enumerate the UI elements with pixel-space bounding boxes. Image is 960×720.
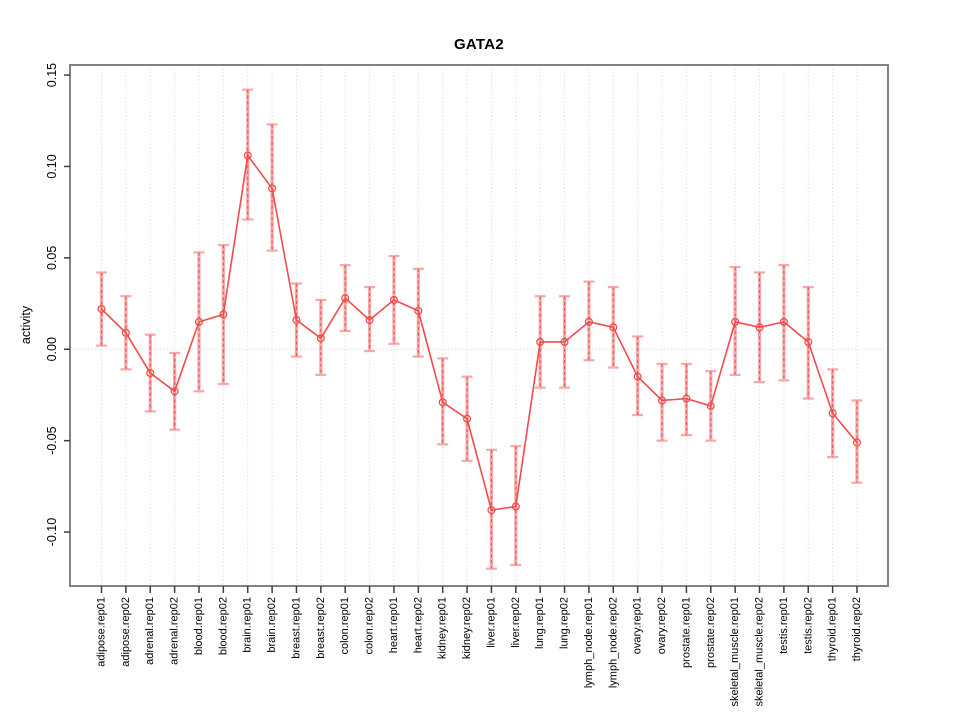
data-point: [633, 372, 642, 381]
x-tick-label: adipose.rep01: [96, 597, 108, 667]
data-point: [852, 438, 862, 447]
data-point: [511, 502, 520, 511]
data-point: [243, 151, 252, 160]
data-point: [682, 394, 691, 403]
plot-box: [69, 64, 889, 587]
x-tick-label: prostate.rep01: [680, 597, 692, 668]
data-point: [779, 317, 788, 326]
x-tick-label: liver.rep02: [510, 597, 522, 648]
data-point: [755, 323, 764, 332]
chart-title: GATA2: [453, 36, 505, 53]
x-tick-label: lung.rep01: [534, 597, 546, 649]
x-tick-label: testis.rep01: [778, 597, 790, 654]
data-point: [121, 328, 130, 337]
data-point: [584, 317, 593, 326]
x-tick-label: blood.rep02: [217, 597, 229, 655]
x-tick-label: adrenal.rep02: [169, 597, 181, 665]
x-tick-label: ovary.rep01: [632, 597, 644, 654]
data-point: [194, 317, 204, 326]
data-point: [706, 401, 715, 410]
data-point: [609, 323, 618, 332]
x-tick-label: colon.rep02: [364, 597, 376, 655]
x-tick-label: skeletal_muscle.rep02: [754, 597, 766, 706]
data-point: [804, 337, 813, 347]
x-tick-label: testis.rep02: [802, 597, 814, 654]
y-axis: 0.15 0.10 0.05 0.00 -0.05 -0.10: [45, 63, 70, 546]
data-point: [438, 398, 447, 407]
x-tick-label: adipose.rep02: [120, 597, 132, 667]
x-tick-label: blood.rep01: [193, 597, 205, 655]
y-tick-label: -0.05: [45, 426, 59, 455]
data-point: [97, 304, 106, 314]
data-point: [463, 414, 472, 423]
plot-box-group: [69, 64, 889, 587]
data-point: [828, 409, 837, 418]
x-tick-label: brain.rep02: [266, 597, 278, 653]
y-tick-label: 0.00: [45, 337, 59, 361]
data-point: [341, 294, 350, 303]
x-tick-label: adrenal.rep01: [144, 597, 156, 665]
data-point: [487, 506, 496, 515]
x-tick-label: prostate.rep02: [705, 597, 717, 668]
data-point: [146, 368, 155, 378]
data-point: [731, 317, 740, 326]
series-line-group: [100, 153, 858, 512]
x-tick-label: lymph_node.rep02: [607, 597, 619, 688]
x-tick-label: colon.rep01: [339, 597, 351, 655]
y-tick-label: 0.05: [45, 246, 59, 270]
x-tick-label: lymph_node.rep01: [583, 597, 595, 688]
x-tick-label: thyroid.rep02: [851, 597, 863, 661]
data-point: [292, 315, 301, 325]
data-points: [97, 151, 862, 515]
data-point: [219, 310, 228, 319]
x-tick-label: breast.rep01: [290, 597, 302, 659]
x-axis: adipose.rep01 adipose.rep02 adrenal.rep01 a…: [96, 586, 863, 706]
data-point: [657, 396, 667, 405]
data-point: [365, 315, 374, 325]
grid-lines: [101, 65, 858, 586]
y-tick-label: -0.10: [45, 518, 59, 547]
x-tick-label: breast.rep02: [315, 597, 327, 659]
x-tick-label: lung.rep02: [559, 597, 571, 649]
error-bars: [96, 88, 863, 570]
x-tick-label: thyroid.rep01: [827, 597, 839, 661]
x-tick-label: kidney.rep02: [461, 597, 473, 659]
y-tick-label: 0.10: [45, 154, 59, 178]
data-point: [560, 337, 569, 347]
data-point: [316, 334, 325, 343]
x-tick-label: heart.rep01: [388, 597, 400, 653]
x-tick-label: ovary.rep02: [656, 597, 668, 654]
series-line: [100, 153, 858, 512]
x-tick-label: skeletal_muscle.rep01: [729, 597, 741, 706]
x-tick-label: kidney.rep01: [437, 597, 449, 659]
data-point: [536, 337, 545, 347]
x-tick-label: heart.rep02: [412, 597, 424, 653]
data-point: [170, 387, 179, 396]
x-tick-label: liver.rep01: [485, 597, 497, 648]
data-point: [389, 295, 399, 304]
data-point: [414, 306, 423, 315]
y-tick-label: 0.15: [45, 63, 59, 87]
data-point: [268, 184, 277, 193]
x-tick-label: brain.rep01: [242, 597, 254, 653]
